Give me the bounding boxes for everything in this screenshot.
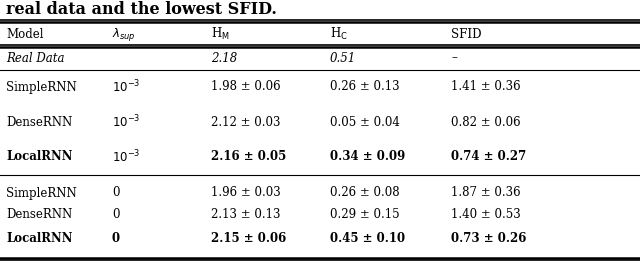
Text: 0.51: 0.51 bbox=[330, 52, 356, 65]
Text: 0.29 ± 0.15: 0.29 ± 0.15 bbox=[330, 209, 399, 222]
Text: 0.45 ± 0.10: 0.45 ± 0.10 bbox=[330, 231, 404, 245]
Text: 0.74 ± 0.27: 0.74 ± 0.27 bbox=[451, 151, 527, 163]
Text: 2.13 ± 0.13: 2.13 ± 0.13 bbox=[211, 209, 281, 222]
Text: SimpleRNN: SimpleRNN bbox=[6, 80, 77, 93]
Text: LocalRNN: LocalRNN bbox=[6, 151, 73, 163]
Text: 1.40 ± 0.53: 1.40 ± 0.53 bbox=[451, 209, 521, 222]
Text: 1.98 ± 0.06: 1.98 ± 0.06 bbox=[211, 80, 281, 93]
Text: 0: 0 bbox=[112, 209, 120, 222]
Text: 1.41 ± 0.36: 1.41 ± 0.36 bbox=[451, 80, 521, 93]
Text: H$_\mathrm{C}$: H$_\mathrm{C}$ bbox=[330, 26, 348, 42]
Text: $10^{-3}$: $10^{-3}$ bbox=[112, 149, 141, 165]
Text: $\lambda_{sup}$: $\lambda_{sup}$ bbox=[112, 26, 136, 42]
Text: 0.26 ± 0.13: 0.26 ± 0.13 bbox=[330, 80, 399, 93]
Text: H$_\mathrm{M}$: H$_\mathrm{M}$ bbox=[211, 26, 230, 42]
Text: 2.16 ± 0.05: 2.16 ± 0.05 bbox=[211, 151, 287, 163]
Text: –: – bbox=[451, 52, 457, 65]
Text: 2.15 ± 0.06: 2.15 ± 0.06 bbox=[211, 231, 287, 245]
Text: 0.73 ± 0.26: 0.73 ± 0.26 bbox=[451, 231, 527, 245]
Text: 0.82 ± 0.06: 0.82 ± 0.06 bbox=[451, 116, 521, 128]
Text: LocalRNN: LocalRNN bbox=[6, 231, 73, 245]
Text: SFID: SFID bbox=[451, 28, 482, 41]
Text: SimpleRNN: SimpleRNN bbox=[6, 187, 77, 199]
Text: 2.18: 2.18 bbox=[211, 52, 237, 65]
Text: Model: Model bbox=[6, 28, 44, 41]
Text: 1.96 ± 0.03: 1.96 ± 0.03 bbox=[211, 187, 281, 199]
Text: DenseRNN: DenseRNN bbox=[6, 116, 73, 128]
Text: 0: 0 bbox=[112, 187, 120, 199]
Text: $10^{-3}$: $10^{-3}$ bbox=[112, 79, 141, 95]
Text: 0: 0 bbox=[112, 231, 120, 245]
Text: DenseRNN: DenseRNN bbox=[6, 209, 73, 222]
Text: 1.87 ± 0.36: 1.87 ± 0.36 bbox=[451, 187, 521, 199]
Text: 2.12 ± 0.03: 2.12 ± 0.03 bbox=[211, 116, 281, 128]
Text: 0.34 ± 0.09: 0.34 ± 0.09 bbox=[330, 151, 405, 163]
Text: 0.26 ± 0.08: 0.26 ± 0.08 bbox=[330, 187, 399, 199]
Text: $10^{-3}$: $10^{-3}$ bbox=[112, 114, 141, 130]
Text: real data and the lowest SFID.: real data and the lowest SFID. bbox=[6, 2, 277, 18]
Text: 0.05 ± 0.04: 0.05 ± 0.04 bbox=[330, 116, 399, 128]
Text: Real Data: Real Data bbox=[6, 52, 65, 65]
